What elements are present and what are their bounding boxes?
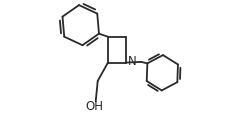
Text: OH: OH	[85, 100, 103, 113]
Text: N: N	[127, 55, 136, 68]
